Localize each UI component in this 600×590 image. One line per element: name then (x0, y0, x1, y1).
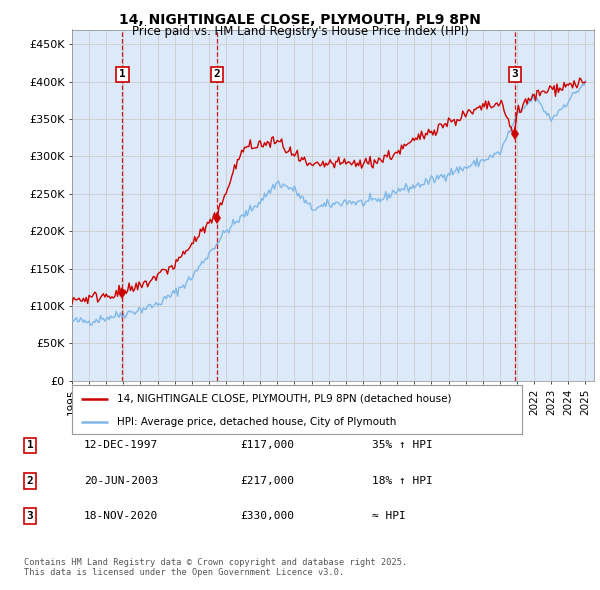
Text: 18% ↑ HPI: 18% ↑ HPI (372, 476, 433, 486)
Text: 1: 1 (26, 441, 34, 450)
Text: 35% ↑ HPI: 35% ↑ HPI (372, 441, 433, 450)
Text: 3: 3 (512, 69, 518, 79)
Text: 20-JUN-2003: 20-JUN-2003 (84, 476, 158, 486)
Text: Contains HM Land Registry data © Crown copyright and database right 2025.
This d: Contains HM Land Registry data © Crown c… (24, 558, 407, 577)
Text: 2: 2 (26, 476, 34, 486)
Text: 2: 2 (214, 69, 220, 79)
Text: £117,000: £117,000 (240, 441, 294, 450)
Text: 14, NIGHTINGALE CLOSE, PLYMOUTH, PL9 8PN (detached house): 14, NIGHTINGALE CLOSE, PLYMOUTH, PL9 8PN… (117, 394, 452, 404)
Text: £217,000: £217,000 (240, 476, 294, 486)
Text: Price paid vs. HM Land Registry's House Price Index (HPI): Price paid vs. HM Land Registry's House … (131, 25, 469, 38)
Text: 18-NOV-2020: 18-NOV-2020 (84, 512, 158, 521)
Text: ≈ HPI: ≈ HPI (372, 512, 406, 521)
Text: £330,000: £330,000 (240, 512, 294, 521)
Text: 14, NIGHTINGALE CLOSE, PLYMOUTH, PL9 8PN: 14, NIGHTINGALE CLOSE, PLYMOUTH, PL9 8PN (119, 13, 481, 27)
Text: HPI: Average price, detached house, City of Plymouth: HPI: Average price, detached house, City… (117, 417, 397, 427)
Text: 1: 1 (119, 69, 126, 79)
Text: 12-DEC-1997: 12-DEC-1997 (84, 441, 158, 450)
Text: 3: 3 (26, 512, 34, 521)
